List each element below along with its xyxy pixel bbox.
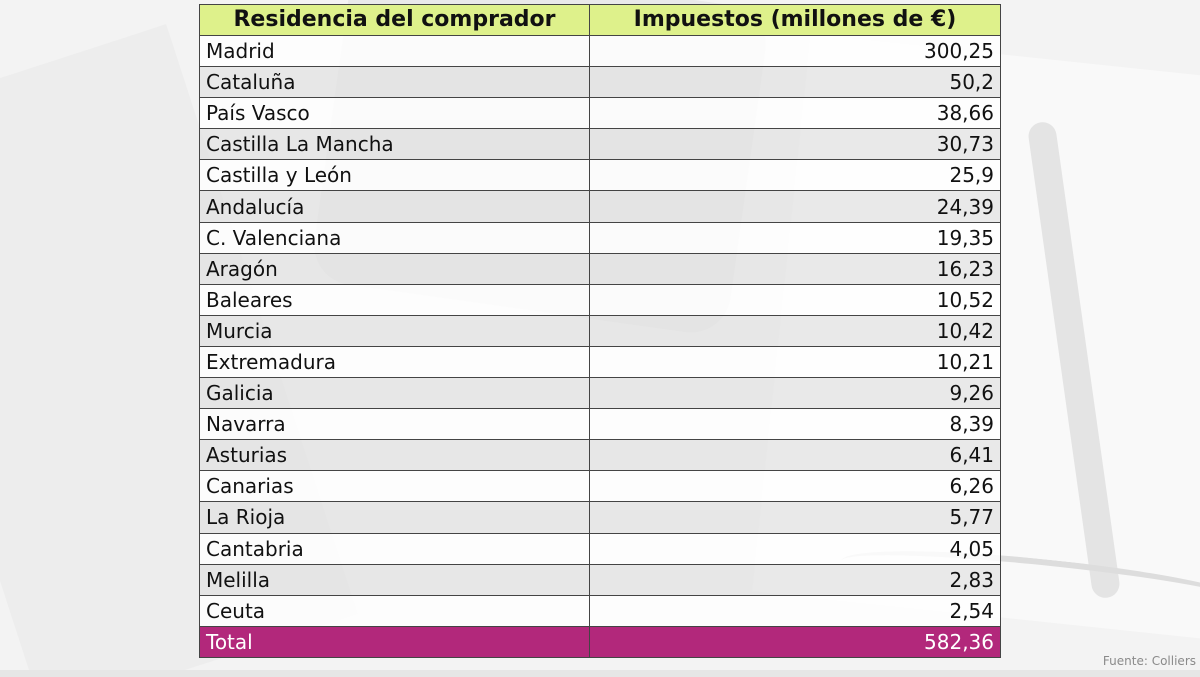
region-cell: Madrid (199, 34, 590, 68)
table-row: País Vasco 38,66 (199, 97, 1001, 130)
region-cell: Andalucía (199, 190, 590, 223)
region-cell: Extremadura (199, 345, 590, 379)
region-cell: Murcia (199, 314, 590, 347)
region-cell: Castilla y León (199, 159, 590, 192)
tax-value-cell: 30,73 (589, 128, 1001, 161)
region-cell: Ceuta (199, 594, 590, 627)
table-row: Canarias 6,26 (199, 470, 1001, 503)
table-row: Navarra 8,39 (199, 408, 1001, 441)
tax-value-cell: 5,77 (589, 501, 1001, 534)
tax-value-cell: 16,23 (589, 252, 1001, 285)
tax-value-cell: 10,42 (589, 314, 1001, 347)
table-row: Castilla y León 25,9 (199, 159, 1001, 192)
table-header-row: Residencia del comprador Impuestos (mill… (199, 4, 1001, 36)
tax-value-cell: 9,26 (589, 377, 1001, 410)
table-row: Aragón 16,23 (199, 252, 1001, 285)
region-cell: C. Valenciana (199, 221, 590, 254)
region-cell: Baleares (199, 283, 590, 316)
column-header-region: Residencia del comprador (199, 4, 590, 36)
tax-by-region-table: Residencia del comprador Impuestos (mill… (199, 4, 1001, 658)
table-row: Andalucía 24,39 (199, 190, 1001, 223)
table-row: Cataluña 50,2 (199, 66, 1001, 99)
table-row: Cantabria 4,05 (199, 532, 1001, 565)
region-cell: Canarias (199, 470, 590, 503)
table-row: C. Valenciana 19,35 (199, 221, 1001, 254)
region-cell: Cataluña (199, 66, 590, 99)
tax-value-cell: 6,26 (589, 470, 1001, 503)
region-cell: País Vasco (199, 97, 590, 130)
table-row: Extremadura 10,21 (199, 345, 1001, 379)
table-row: Baleares 10,52 (199, 283, 1001, 316)
region-cell: Castilla La Mancha (199, 128, 590, 161)
tax-value-cell: 10,21 (589, 345, 1001, 379)
region-cell: Galicia (199, 377, 590, 410)
tax-value-cell: 4,05 (589, 532, 1001, 565)
table-body: Madrid 300,25 Cataluña 50,2 País Vasco 38,66 C… (199, 34, 1001, 627)
region-cell: La Rioja (199, 501, 590, 534)
tax-value-cell: 300,25 (589, 34, 1001, 68)
region-cell: Asturias (199, 439, 590, 472)
tax-value-cell: 50,2 (589, 66, 1001, 99)
tax-value-cell: 19,35 (589, 221, 1001, 254)
table-row: Ceuta 2,54 (199, 594, 1001, 627)
table-row: Melilla 2,83 (199, 563, 1001, 596)
table-row: Asturias 6,41 (199, 439, 1001, 472)
region-cell: Aragón (199, 252, 590, 285)
tax-value-cell: 2,83 (589, 563, 1001, 596)
table-row: Galicia 9,26 (199, 377, 1001, 410)
table-row: Madrid 300,25 (199, 34, 1001, 68)
tax-value-cell: 25,9 (589, 159, 1001, 192)
region-cell: Navarra (199, 408, 590, 441)
tax-value-cell: 38,66 (589, 97, 1001, 130)
total-label: Total (199, 625, 590, 658)
column-header-taxes: Impuestos (millones de €) (589, 4, 1001, 36)
total-row: Total 582,36 (199, 625, 1001, 658)
tax-value-cell: 2,54 (589, 594, 1001, 627)
region-cell: Cantabria (199, 532, 590, 565)
table-row: Castilla La Mancha 30,73 (199, 128, 1001, 161)
source-caption: Fuente: Colliers (1102, 654, 1196, 668)
bottom-strip (0, 670, 1200, 677)
tax-value-cell: 6,41 (589, 439, 1001, 472)
tax-value-cell: 8,39 (589, 408, 1001, 441)
total-value: 582,36 (589, 625, 1001, 658)
region-cell: Melilla (199, 563, 590, 596)
table-row: Murcia 10,42 (199, 314, 1001, 347)
tax-value-cell: 24,39 (589, 190, 1001, 223)
table-row: La Rioja 5,77 (199, 501, 1001, 534)
tax-value-cell: 10,52 (589, 283, 1001, 316)
